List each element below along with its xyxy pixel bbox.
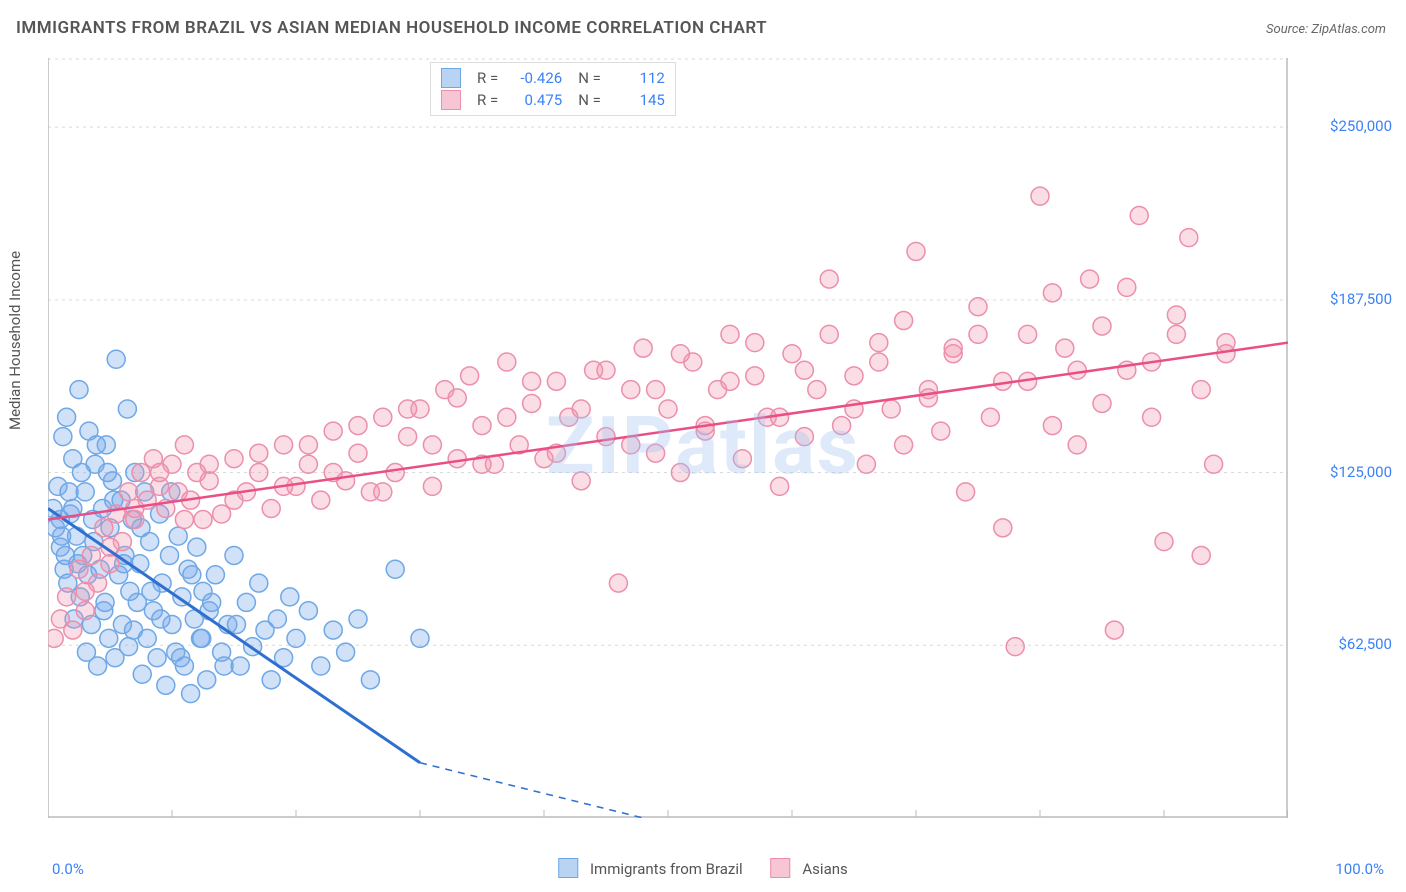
y-tick-label: $250,000: [1330, 117, 1392, 135]
swatch-brazil-icon: [441, 68, 461, 88]
stats-legend: R = -0.426 N = 112 R = 0.475 N = 145: [430, 62, 676, 116]
y-tick-label: $187,500: [1330, 290, 1392, 308]
y-axis-label: Median Household Income: [6, 251, 24, 430]
plot-svg: [48, 58, 1288, 818]
legend-bottom: Immigrants from Brazil Asians: [558, 858, 848, 878]
n-value-asians: 145: [609, 91, 665, 109]
swatch-asians: [771, 858, 791, 878]
legend-item-brazil: Immigrants from Brazil: [558, 858, 742, 878]
n-value-brazil: 112: [609, 69, 665, 87]
x-tick-right: 100.0%: [1335, 860, 1384, 878]
y-tick-label: $62,500: [1338, 635, 1392, 653]
r-value-brazil: -0.426: [506, 69, 562, 87]
stats-row-brazil: R = -0.426 N = 112: [441, 67, 665, 89]
swatch-brazil: [558, 858, 578, 878]
stats-row-asians: R = 0.475 N = 145: [441, 89, 665, 111]
scatter-plot: [48, 58, 1288, 818]
swatch-asians-icon: [441, 90, 461, 110]
chart-title: IMMIGRANTS FROM BRAZIL VS ASIAN MEDIAN H…: [16, 18, 767, 38]
r-value-asians: 0.475: [506, 91, 562, 109]
legend-item-asians: Asians: [771, 858, 848, 878]
x-tick-left: 0.0%: [52, 860, 84, 878]
legend-label-brazil: Immigrants from Brazil: [590, 860, 743, 878]
legend-label-asians: Asians: [802, 860, 847, 878]
source-attribution: Source: ZipAtlas.com: [1266, 22, 1386, 37]
y-tick-label: $125,000: [1330, 463, 1392, 481]
